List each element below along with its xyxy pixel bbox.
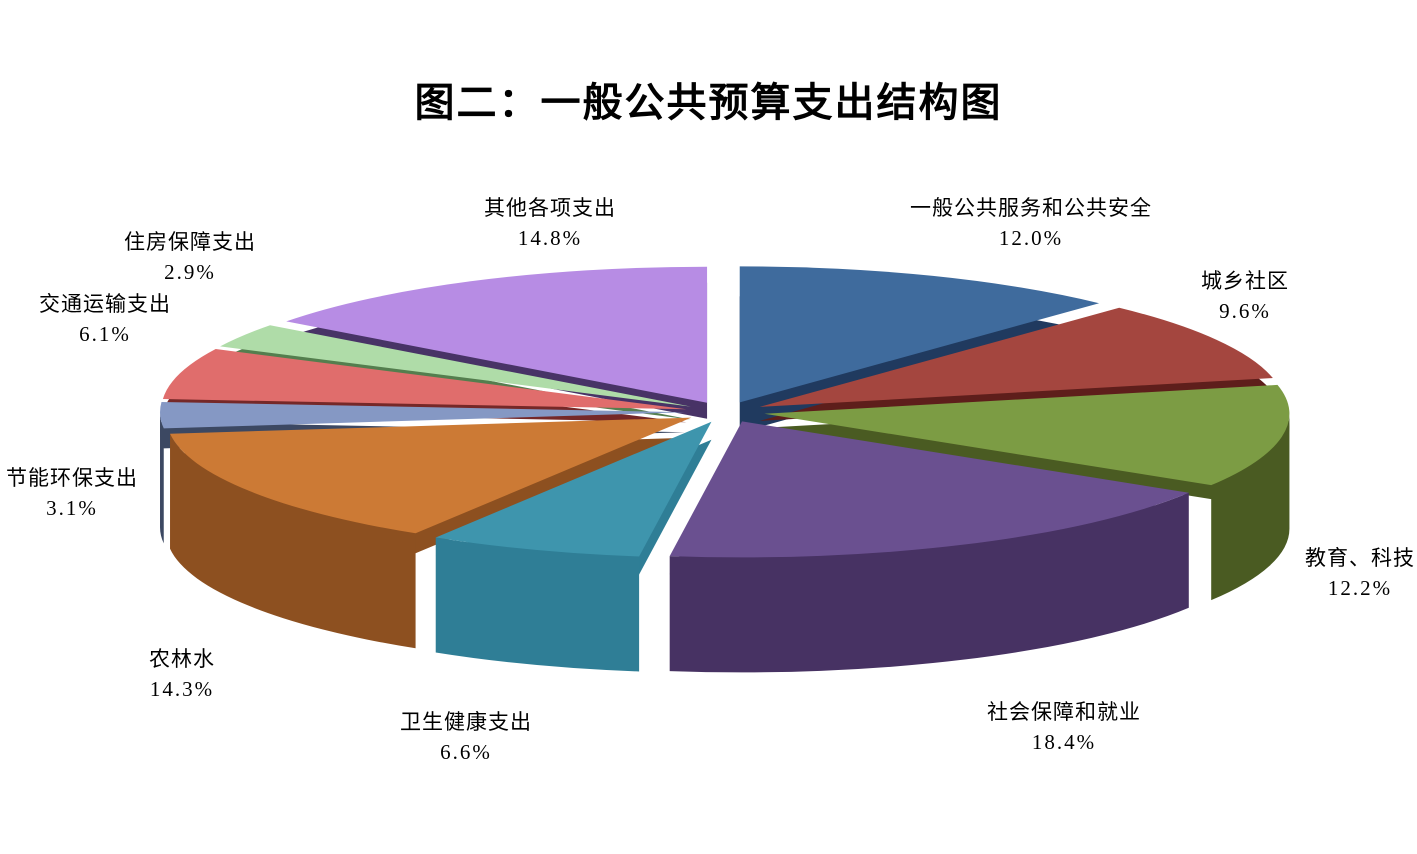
slice-top-face [162, 349, 687, 410]
pie-slice-2 [764, 384, 1290, 601]
slice-side-wall [160, 412, 164, 544]
slice-label-2: 教育、科技 12.2% [1190, 543, 1417, 603]
slice-label-value: 12.0% [998, 226, 1064, 250]
slice-label-4: 卫生健康支出 6.6% [296, 707, 636, 767]
slice-label-text: 交通运输支出 [39, 292, 171, 316]
slice-label-text: 教育、科技 [1305, 546, 1415, 570]
slice-label-text: 农林水 [149, 647, 215, 671]
slice-side-wall [669, 492, 1189, 673]
slice-label-text: 其他各项支出 [484, 196, 616, 220]
slice-side-wall [170, 433, 416, 649]
slice-label-7: 交通运输支出 6.1% [0, 289, 275, 349]
slice-top-face [160, 401, 686, 429]
slice-top-face [739, 266, 1100, 403]
slice-label-value: 2.9% [164, 260, 216, 284]
slice-top-face [286, 266, 708, 403]
slice-label-3: 社会保障和就业 18.4% [894, 697, 1234, 757]
chart-title: 图二：一般公共预算支出结构图 [414, 80, 1003, 125]
slice-label-text: 社会保障和就业 [987, 700, 1141, 724]
slice-label-value: 18.4% [1031, 730, 1097, 754]
slice-label-value: 14.3% [149, 677, 215, 701]
slice-label-text: 卫生健康支出 [400, 710, 532, 734]
slice-label-value: 3.1% [46, 496, 98, 520]
slice-label-value: 12.2% [1327, 576, 1393, 600]
slice-label-value: 14.8% [517, 226, 583, 250]
slice-label-0: 一般公共服务和公共安全 12.0% [861, 193, 1201, 253]
pie-slice-4 [435, 421, 712, 672]
slice-label-6: 节能环保支出 3.1% [0, 463, 242, 523]
slice-top-face [170, 417, 692, 534]
slice-label-8: 住房保障支出 2.9% [20, 227, 360, 287]
slice-top-face [435, 421, 712, 557]
slice-top-face [669, 421, 1189, 558]
slice-top-face [764, 384, 1290, 486]
slice-top-face [759, 307, 1273, 407]
pie-slice-3 [669, 421, 1189, 673]
slice-label-value: 6.6% [440, 740, 492, 764]
slice-label-text: 城乡社区 [1201, 269, 1289, 293]
slice-label-text: 节能环保支出 [6, 466, 138, 490]
slice-top-face [220, 325, 691, 407]
slice-side-wall [435, 537, 640, 672]
pie-slice-9 [286, 266, 708, 419]
pie-slice-5 [170, 417, 692, 649]
slice-label-5: 农林水 14.3% [12, 644, 352, 704]
slice-label-value: 6.1% [79, 322, 131, 346]
slice-label-value: 9.6% [1219, 299, 1271, 323]
slice-label-text: 一般公共服务和公共安全 [910, 196, 1152, 220]
slice-label-1: 城乡社区 9.6% [1075, 266, 1415, 326]
slice-label-text: 住房保障支出 [124, 230, 256, 254]
slice-side-wall [1211, 413, 1290, 601]
slice-label-9: 其他各项支出 14.8% [380, 193, 720, 253]
